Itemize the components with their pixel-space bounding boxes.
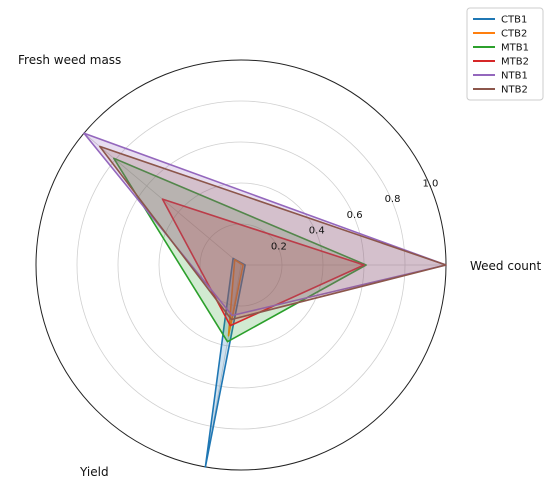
- series-mtb2: [161, 198, 365, 327]
- series-ctb2: [227, 258, 244, 337]
- axis-label-yield: Yield: [79, 465, 109, 479]
- legend-label: NTB1: [501, 71, 528, 82]
- series-layer: [83, 132, 447, 468]
- legend-label: MTB1: [501, 43, 529, 54]
- axis-label-fresh-weed-mass: Fresh weed mass: [18, 53, 121, 67]
- legend-label: CTB1: [501, 15, 527, 26]
- tick-label: 1.0: [422, 179, 438, 190]
- legend-label: NTB2: [501, 85, 528, 96]
- legend: CTB1 CTB2 MTB1 MTB2 NTB1 NTB2: [466, 7, 544, 101]
- axis-labels: Weed count Fresh weed mass Yield: [18, 53, 542, 479]
- legend-box: [466, 7, 544, 101]
- axis-label-weed-count: Weed count: [470, 259, 542, 273]
- tick-label: 0.4: [309, 226, 325, 237]
- radial-tick-labels: 0.2 0.4 0.6 0.8 1.0: [271, 179, 438, 253]
- legend-label: CTB2: [501, 29, 527, 40]
- tick-label: 0.6: [347, 210, 363, 221]
- tick-label: 0.2: [271, 241, 287, 252]
- series-ntb2: [98, 145, 447, 321]
- tick-label: 0.8: [385, 194, 401, 205]
- legend-label: MTB2: [501, 57, 529, 68]
